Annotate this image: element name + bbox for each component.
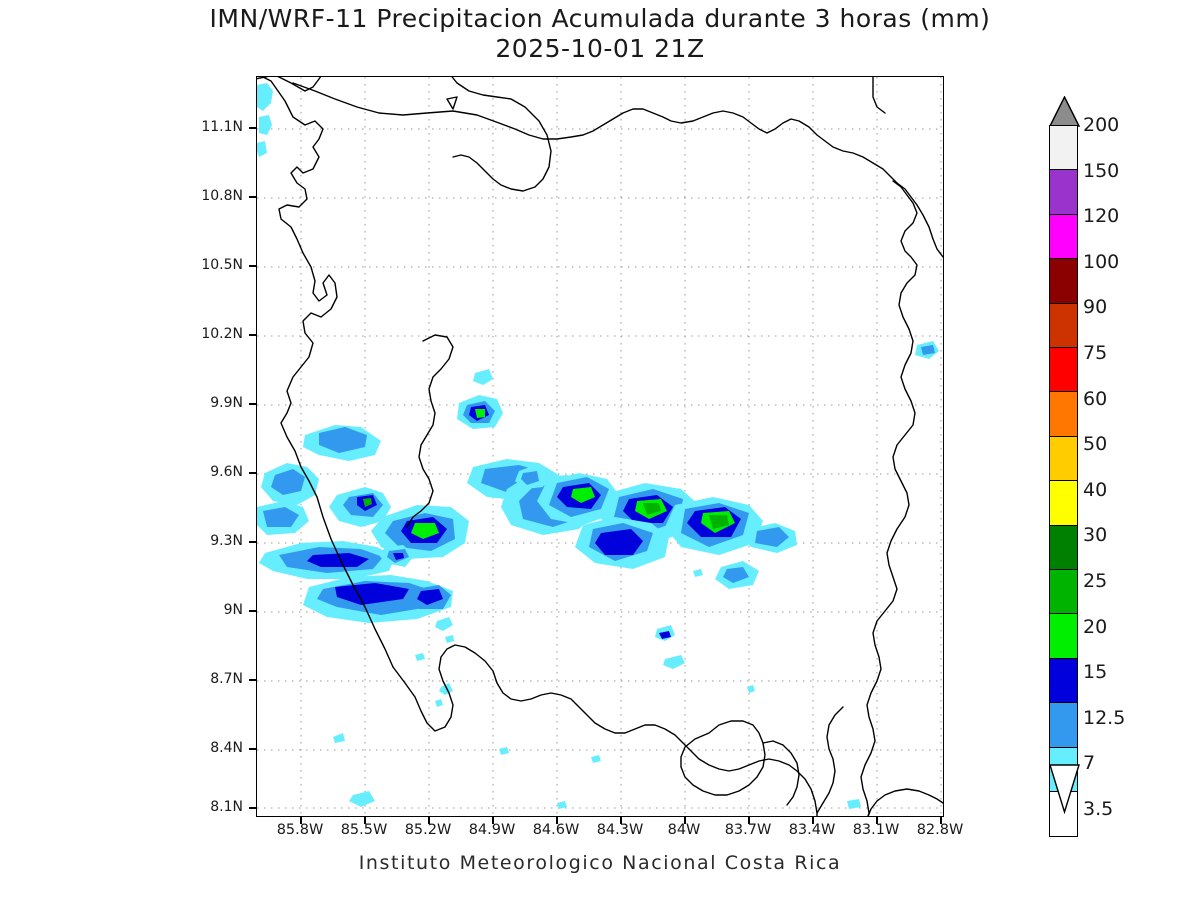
ytick-label: 10.5N bbox=[201, 257, 243, 273]
colorbar-label-90: 90 bbox=[1083, 296, 1108, 319]
colorbar-label-120: 120 bbox=[1083, 205, 1120, 228]
colorbar-cell-15 bbox=[1049, 657, 1078, 704]
ytick-mark bbox=[249, 748, 256, 750]
colorbar bbox=[1049, 125, 1078, 837]
colorbar-label-150: 150 bbox=[1083, 159, 1120, 182]
colorbar-label-7: 7 bbox=[1083, 752, 1096, 775]
xtick-mark bbox=[492, 817, 494, 824]
ytick-label: 9N bbox=[223, 602, 243, 618]
colorbar-label-50: 50 bbox=[1083, 433, 1108, 456]
xtick-label: 82.8W bbox=[916, 822, 964, 838]
ytick-label: 11.1N bbox=[201, 119, 243, 135]
colorbar-label-100: 100 bbox=[1083, 250, 1120, 273]
ytick-label: 9.6N bbox=[210, 464, 243, 480]
ytick-mark bbox=[249, 541, 256, 543]
colorbar-label-75: 75 bbox=[1083, 342, 1108, 364]
colorbar-cell-12.5 bbox=[1049, 702, 1078, 748]
colorbar-cell-30 bbox=[1049, 524, 1078, 571]
coastline-borders bbox=[257, 77, 943, 816]
ytick-label: 8.7N bbox=[210, 671, 243, 687]
xtick-mark bbox=[428, 817, 430, 824]
title-line-1: IMN/WRF-11 Precipitacion Acumulada duran… bbox=[209, 4, 991, 33]
xtick-mark bbox=[812, 817, 814, 824]
xtick-mark bbox=[556, 817, 558, 824]
xtick-label: 85.8W bbox=[276, 822, 324, 838]
colorbar-label-200: 200 bbox=[1083, 114, 1120, 136]
xtick-mark bbox=[364, 817, 366, 824]
footer-credit: Instituto Meteorologico Nacional Costa R… bbox=[358, 852, 842, 874]
xtick-mark bbox=[300, 817, 302, 824]
xtick-label: 84.9W bbox=[468, 822, 516, 838]
colorbar-cell-200 bbox=[1049, 125, 1078, 171]
colorbar-cell-90 bbox=[1049, 302, 1078, 349]
colorbar-label-25: 25 bbox=[1083, 570, 1108, 592]
xtick-label: 84W bbox=[667, 822, 701, 838]
colorbar-label-40: 40 bbox=[1083, 478, 1108, 501]
xtick-mark bbox=[620, 817, 622, 824]
xtick-label: 83.4W bbox=[788, 822, 836, 838]
ytick-label: 9.3N bbox=[210, 533, 243, 549]
xtick-mark bbox=[940, 817, 942, 824]
colorbar-label-15: 15 bbox=[1083, 661, 1108, 684]
ytick-label: 8.4N bbox=[210, 740, 243, 756]
ytick-label: 10.8N bbox=[201, 188, 243, 204]
colorbar-label-30: 30 bbox=[1083, 524, 1108, 547]
ytick-label: 8.1N bbox=[210, 799, 243, 815]
ytick-mark bbox=[249, 334, 256, 336]
xtick-label: 83.1W bbox=[852, 822, 900, 838]
precipitation-contours bbox=[257, 83, 939, 809]
ytick-mark bbox=[249, 610, 256, 612]
ytick-label: 10.2N bbox=[201, 326, 243, 342]
map-plot-area bbox=[256, 76, 944, 817]
colorbar-label-20: 20 bbox=[1083, 615, 1108, 638]
xtick-label: 84.6W bbox=[532, 822, 580, 838]
colorbar-cell-50 bbox=[1049, 435, 1078, 482]
colorbar-cell-40 bbox=[1049, 480, 1078, 526]
ytick-mark bbox=[249, 265, 256, 267]
ytick-mark bbox=[249, 679, 256, 681]
ytick-mark bbox=[249, 472, 256, 474]
xtick-label: 84.3W bbox=[596, 822, 644, 838]
colorbar-cell-75 bbox=[1049, 347, 1078, 393]
colorbar-cell-60 bbox=[1049, 391, 1078, 438]
ytick-mark bbox=[249, 403, 256, 405]
colorbar-cell-100 bbox=[1049, 258, 1078, 304]
colorbar-cell-150 bbox=[1049, 169, 1078, 215]
xtick-mark bbox=[748, 817, 750, 824]
colorbar-label-12.5: 12.5 bbox=[1083, 706, 1126, 729]
xtick-label: 85.5W bbox=[340, 822, 388, 838]
ytick-mark bbox=[249, 127, 256, 129]
precipitation-map bbox=[257, 77, 943, 816]
title-line-2: 2025-10-01 21Z bbox=[495, 34, 705, 63]
ytick-mark bbox=[249, 807, 256, 809]
xtick-mark bbox=[876, 817, 878, 824]
ytick-label: 9.9N bbox=[210, 395, 243, 411]
ytick-mark bbox=[249, 196, 256, 198]
xtick-label: 83.7W bbox=[724, 822, 772, 838]
colorbar-label-60: 60 bbox=[1083, 387, 1108, 410]
colorbar-label-3.5: 3.5 bbox=[1083, 798, 1114, 820]
chart-title-block: IMN/WRF-11 Precipitacion Acumulada duran… bbox=[0, 4, 1200, 64]
xtick-label: 85.2W bbox=[404, 822, 452, 838]
xtick-mark bbox=[684, 817, 686, 824]
colorbar-cell-25 bbox=[1049, 569, 1078, 615]
colorbar-cell-120 bbox=[1049, 213, 1078, 260]
colorbar-cell-20 bbox=[1049, 613, 1078, 660]
